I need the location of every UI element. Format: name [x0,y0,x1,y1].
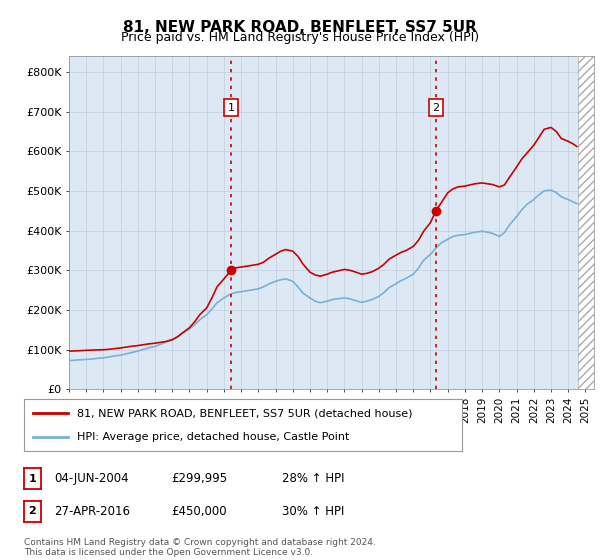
Text: 04-JUN-2004: 04-JUN-2004 [54,472,128,486]
Text: 27-APR-2016: 27-APR-2016 [54,505,130,518]
Text: £450,000: £450,000 [171,505,227,518]
Text: 1: 1 [227,102,235,113]
Bar [578,56,594,389]
Text: Contains HM Land Registry data © Crown copyright and database right 2024.
This d: Contains HM Land Registry data © Crown c… [24,538,376,557]
Text: HPI: Average price, detached house, Castle Point: HPI: Average price, detached house, Cast… [77,432,349,442]
Text: £299,995: £299,995 [171,472,227,486]
Text: 2: 2 [433,102,440,113]
Text: 81, NEW PARK ROAD, BENFLEET, SS7 5UR (detached house): 81, NEW PARK ROAD, BENFLEET, SS7 5UR (de… [77,408,412,418]
Text: 2: 2 [29,506,36,516]
Text: 30% ↑ HPI: 30% ↑ HPI [282,505,344,518]
Text: 28% ↑ HPI: 28% ↑ HPI [282,472,344,486]
Bar [578,56,594,389]
Text: 1: 1 [29,474,36,484]
Text: Price paid vs. HM Land Registry's House Price Index (HPI): Price paid vs. HM Land Registry's House … [121,31,479,44]
Text: 81, NEW PARK ROAD, BENFLEET, SS7 5UR: 81, NEW PARK ROAD, BENFLEET, SS7 5UR [123,20,477,35]
